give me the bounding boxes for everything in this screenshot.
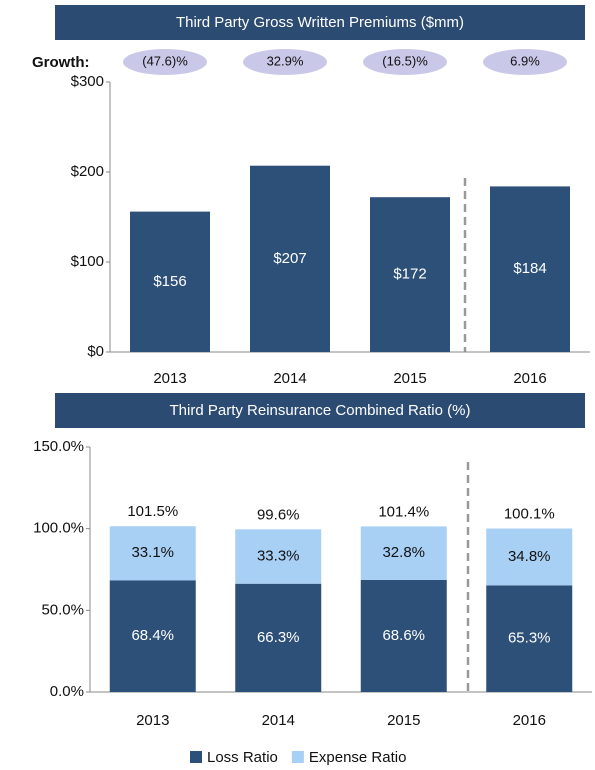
legend-swatch <box>291 751 304 763</box>
total-label: 101.5% <box>127 503 178 520</box>
bar <box>370 197 450 352</box>
value-label: $207 <box>273 250 306 267</box>
growth-value: (47.6)% <box>142 53 188 68</box>
value-label: 66.3% <box>257 629 300 646</box>
bar-segment <box>109 526 196 581</box>
legend-label: Expense Ratio <box>309 749 407 766</box>
growth-bubble <box>483 49 567 75</box>
x-tick-label: 2015 <box>387 712 420 729</box>
x-tick-label: 2016 <box>513 370 546 387</box>
bar <box>250 165 330 352</box>
y-tick-label: $200 <box>71 163 104 180</box>
y-tick-label: 150.0% <box>33 438 84 455</box>
chart-title: Third Party Reinsurance Combined Ratio (… <box>170 402 471 419</box>
bar-segment <box>486 528 573 586</box>
y-tick-label: $0 <box>87 343 104 360</box>
x-tick-label: 2014 <box>262 712 295 729</box>
y-tick-label: $100 <box>71 253 104 270</box>
y-tick-label: $300 <box>71 73 104 90</box>
bar <box>490 186 570 352</box>
growth-value: (16.5)% <box>382 53 428 68</box>
bar-segment <box>109 580 196 692</box>
value-label: 34.8% <box>508 548 551 565</box>
chart-title: Third Party Gross Written Premiums ($mm) <box>176 14 464 31</box>
value-label: 68.6% <box>382 627 425 644</box>
growth-label: Growth: <box>32 54 90 71</box>
legend-label: Loss Ratio <box>207 749 278 766</box>
value-label: 33.1% <box>131 544 174 561</box>
x-tick-label: 2015 <box>393 370 426 387</box>
bar <box>130 211 210 352</box>
bar-segment <box>360 579 447 692</box>
growth-value: 32.9% <box>267 53 304 68</box>
value-label: 33.3% <box>257 547 300 564</box>
value-label: $184 <box>513 260 546 277</box>
total-label: 99.6% <box>257 506 300 523</box>
value-label: 65.3% <box>508 630 551 647</box>
y-tick-label: 100.0% <box>33 520 84 537</box>
growth-bubble <box>243 49 327 75</box>
bar-segment <box>486 585 573 692</box>
y-tick-label: 0.0% <box>50 683 84 700</box>
x-tick-label: 2013 <box>153 370 186 387</box>
bar-segment <box>235 583 322 692</box>
growth-bubble <box>363 49 447 75</box>
total-label: 100.1% <box>504 505 555 522</box>
title-banner <box>55 5 585 40</box>
value-label: 68.4% <box>131 627 174 644</box>
growth-bubble <box>123 49 207 75</box>
bar-segment <box>235 529 322 584</box>
legend-swatch <box>190 751 202 763</box>
value-label: $172 <box>393 266 426 283</box>
x-tick-label: 2013 <box>136 712 169 729</box>
x-tick-label: 2016 <box>513 712 546 729</box>
title-banner <box>55 393 585 428</box>
value-label: $156 <box>153 273 186 290</box>
growth-value: 6.9% <box>510 53 540 68</box>
y-tick-label: 50.0% <box>41 601 84 618</box>
value-label: 32.8% <box>382 544 425 561</box>
x-tick-label: 2014 <box>273 370 306 387</box>
total-label: 101.4% <box>378 503 429 520</box>
bar-segment <box>360 526 447 580</box>
